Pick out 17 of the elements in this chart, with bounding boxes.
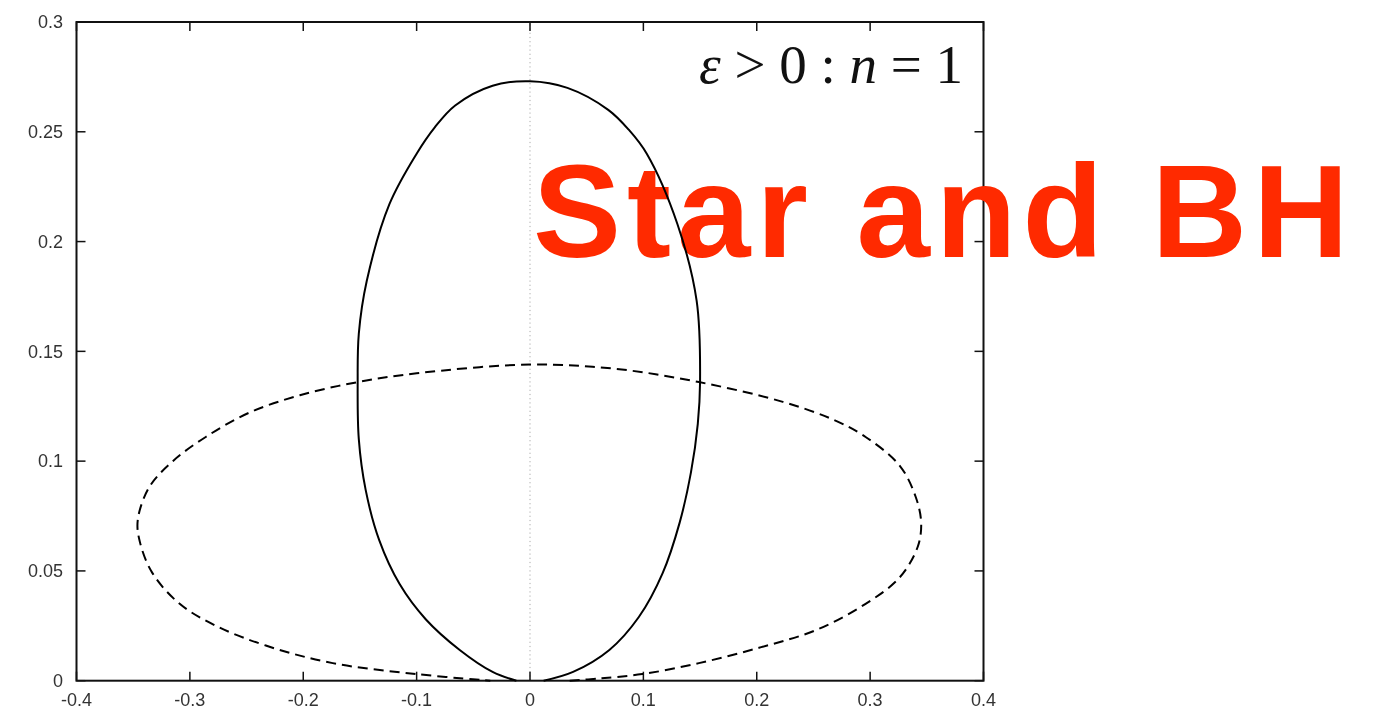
annotation: ε > 0 : n = 1 bbox=[698, 34, 963, 95]
y-tick-label: 0.25 bbox=[27, 122, 63, 143]
x-tick-label: 0.1 bbox=[630, 690, 656, 710]
y-tick-label: 0.15 bbox=[27, 341, 63, 362]
x-tick-label: 0.3 bbox=[857, 690, 883, 710]
y-tick-label: 0.3 bbox=[37, 12, 63, 33]
x-tick-label: -0.2 bbox=[287, 690, 319, 710]
y-tick-label: 0.05 bbox=[27, 561, 63, 582]
x-tick-label: 0.2 bbox=[744, 690, 770, 710]
x-tick-label: -0.4 bbox=[60, 690, 93, 710]
y-tick-label: 0 bbox=[52, 671, 63, 691]
x-tick-label: 0 bbox=[524, 690, 536, 710]
y-tick-label: 0.2 bbox=[37, 231, 63, 252]
x-tick-label: -0.1 bbox=[401, 690, 433, 710]
x-tick-label: -0.3 bbox=[174, 690, 206, 710]
y-tick-label: 0.1 bbox=[37, 451, 63, 472]
x-tick-label: 0.4 bbox=[970, 690, 997, 710]
